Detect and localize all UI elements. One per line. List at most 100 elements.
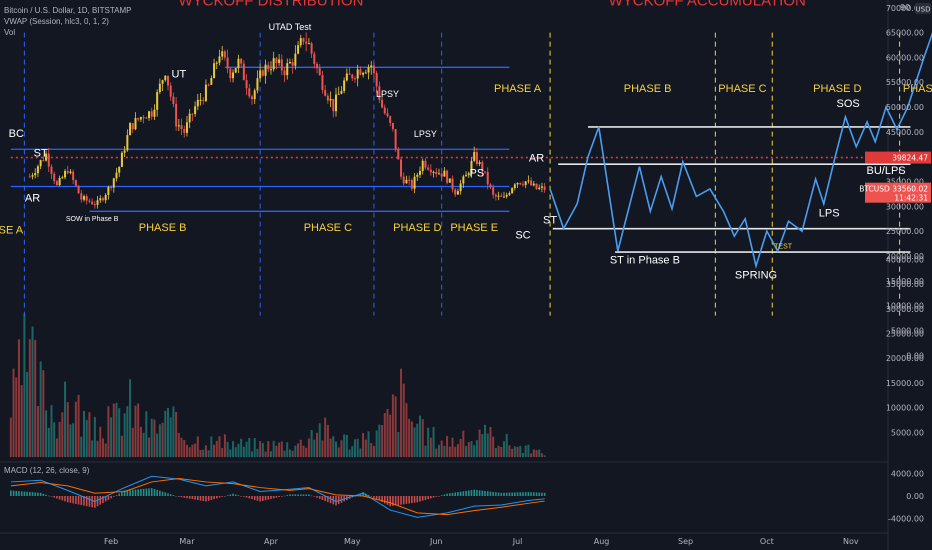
macd-histogram-bar	[467, 490, 470, 496]
phase-label: PHASE B	[139, 222, 187, 234]
macd-histogram-bar	[535, 492, 538, 496]
macd-histogram-bar	[15, 490, 18, 496]
candle-body	[456, 191, 459, 195]
candle-body	[503, 196, 505, 198]
volume-bar	[77, 394, 80, 457]
candle-body	[269, 69, 272, 71]
volume-bar	[91, 440, 94, 457]
macd-histogram-bar	[505, 492, 508, 496]
volume-bar	[402, 383, 405, 457]
volume-tick-label: 10000.00	[886, 404, 924, 413]
candle-body	[145, 117, 148, 119]
candle-body	[210, 78, 213, 85]
candle-body	[83, 196, 85, 200]
candle-body	[85, 196, 88, 201]
volume-bar	[12, 368, 15, 457]
macd-histogram-bar	[213, 496, 215, 500]
volume-bar	[164, 410, 167, 457]
volume-bar	[240, 438, 243, 457]
candle-body	[28, 176, 31, 178]
macd-histogram-bar	[289, 494, 291, 496]
macd-histogram-bar	[411, 496, 413, 504]
candle-body	[101, 198, 104, 201]
volume-bar	[61, 412, 64, 457]
macd-histogram-bar	[373, 496, 375, 498]
event-label: SC	[515, 230, 530, 242]
volume-bar	[267, 441, 270, 457]
candle-body	[218, 56, 221, 63]
volume-bar	[26, 371, 29, 457]
candle-body	[31, 175, 34, 177]
candle-body	[175, 103, 178, 127]
volume-bar	[408, 418, 411, 457]
candle-body	[153, 109, 156, 117]
candle-body	[104, 195, 107, 201]
macd-histogram-bar	[478, 490, 481, 496]
volume-bar	[251, 451, 253, 457]
price-tick-label: 30000.00	[886, 202, 924, 211]
volume-bar	[299, 439, 302, 457]
candle-body	[359, 69, 362, 75]
vwap-legend: VWAP (Session, hlc3, 0, 1, 2)	[4, 17, 109, 26]
event-label: LPSY	[376, 89, 399, 99]
candle-body	[291, 61, 294, 66]
volume-tick-label: 15000.00	[886, 379, 924, 388]
event-label: ST	[543, 215, 557, 227]
macd-histogram-bar	[113, 496, 115, 497]
volume-bar	[429, 437, 432, 457]
candle-body	[421, 160, 424, 171]
volume-bar	[383, 413, 386, 457]
macd-histogram-bar	[421, 496, 424, 501]
volume-bar	[478, 429, 481, 457]
macd-histogram-bar	[218, 496, 221, 498]
macd-histogram-bar	[251, 496, 253, 500]
macd-histogram-bar	[53, 496, 55, 498]
candle-body	[36, 166, 39, 174]
macd-histogram-bar	[42, 493, 45, 496]
volume-bar	[169, 417, 172, 457]
volume-bar	[221, 448, 224, 457]
phase-label: PHASE C	[718, 83, 766, 95]
event-label: ST	[34, 148, 48, 160]
volume-bar	[131, 427, 134, 457]
volume-bar	[318, 423, 321, 457]
volume-bar	[435, 448, 438, 457]
macd-histogram-bar	[508, 492, 511, 496]
volume-bar	[210, 436, 213, 457]
volume-bar	[85, 419, 88, 457]
time-tick-label: May	[344, 537, 361, 546]
candle-body	[194, 106, 197, 114]
volume-bar	[185, 444, 188, 457]
volume-bar	[150, 418, 153, 457]
volume-bar	[375, 430, 378, 457]
macd-histogram-bar	[340, 496, 343, 503]
macd-histogram-bar	[272, 496, 275, 499]
time-tick-label: Jun	[429, 537, 443, 546]
candle-body	[280, 59, 283, 71]
volume-bar	[196, 436, 199, 457]
volume-bar	[367, 431, 370, 457]
volume-bar	[99, 426, 102, 457]
event-label: LPS	[819, 207, 840, 219]
volume-bar	[31, 326, 34, 457]
macd-histogram-bar	[316, 496, 318, 498]
volume-bar	[183, 440, 186, 457]
volume-bar	[188, 447, 191, 457]
candle-body	[505, 194, 508, 197]
macd-histogram-bar	[85, 496, 88, 507]
macd-histogram-bar	[253, 496, 256, 500]
candle-body	[400, 159, 403, 177]
volume-bar	[278, 442, 281, 457]
volume-bar	[115, 402, 118, 457]
candle-body	[161, 80, 164, 84]
volume-bar	[521, 452, 524, 457]
candle-body	[207, 84, 210, 86]
macd-histogram-bar	[543, 492, 546, 496]
volume-bar	[88, 412, 91, 457]
candle-body	[221, 51, 224, 57]
macd-histogram-bar	[56, 496, 58, 499]
volume-bar	[400, 368, 403, 457]
candle-body	[286, 63, 289, 76]
volume-bar	[118, 408, 121, 457]
